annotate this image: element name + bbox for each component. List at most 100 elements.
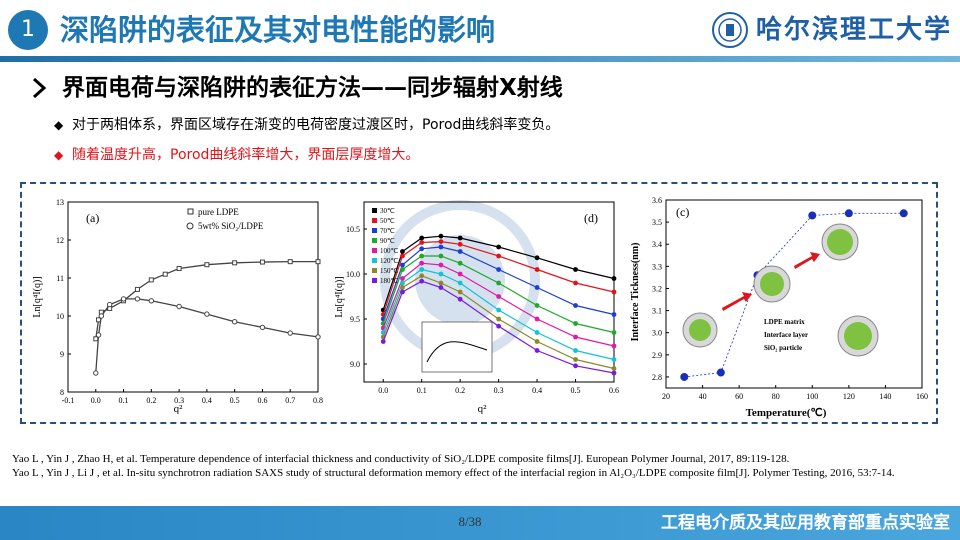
legend-marker: [372, 228, 377, 233]
data-point: [400, 276, 405, 281]
data-point: [120, 296, 127, 302]
data-point: [315, 334, 321, 340]
x-tick-label: 40: [699, 392, 707, 401]
legend-entry: 90℃: [380, 237, 395, 245]
data-point: [134, 296, 141, 302]
data-point: [534, 339, 540, 344]
x-tick-label: 0.0: [378, 386, 388, 395]
data-point: [438, 271, 444, 277]
legend-marker: [372, 248, 377, 253]
series-line: [95, 261, 318, 339]
x-tick-label: 0.0: [91, 396, 101, 405]
data-point: [573, 363, 578, 369]
y-tick-label: 9.5: [350, 315, 360, 324]
data-point: [204, 262, 210, 268]
data-point: [611, 289, 617, 295]
x-tick-label: 0.2: [146, 396, 156, 405]
legend-entry: 180℃: [380, 277, 399, 285]
bullet-item-1: ◆ 对于两相体系，界面区域存在渐变的电荷密度过渡区时，Porod曲线斜率变负。: [54, 114, 559, 136]
data-point: [496, 307, 502, 313]
data-point: [232, 260, 238, 266]
chart-panel-a: -0.1 0.0 0.1 0.2 0.3 0.4 0.5 0.6 0.7 0.8 8 9 10 11 12 1…: [32, 198, 323, 414]
data-point: [457, 289, 463, 295]
arrow-icon: [794, 252, 820, 269]
data-point: [534, 316, 540, 322]
data-point: [808, 211, 817, 220]
y-tick-label: 3.6: [652, 196, 662, 205]
x-tick-label: 20: [662, 392, 670, 401]
data-point: [573, 280, 578, 286]
legend-entry: 100℃: [380, 247, 399, 255]
data-point: [315, 259, 321, 265]
y-tick-label: 10.5: [346, 225, 360, 234]
legend-entry: 5wt% SiO₂/LDPE: [198, 221, 264, 231]
bullet-text: 随着温度升高，Porod曲线斜率增大，界面层厚度增大。: [72, 147, 420, 163]
slide-header: [0, 0, 960, 62]
series-line: [382, 262, 615, 347]
panel-d-label: (d): [584, 211, 598, 225]
data-point: [438, 285, 444, 290]
legend-entry: 30℃: [380, 207, 395, 215]
data-point: [573, 357, 578, 362]
data-point: [93, 370, 99, 376]
series-line: [95, 298, 319, 374]
data-point: [680, 372, 689, 381]
legend-marker: [372, 258, 377, 263]
panel-a-label: (a): [86, 211, 99, 225]
data-point: [419, 260, 425, 266]
data-point: [438, 262, 444, 268]
panel-c-label: (c): [676, 205, 689, 219]
data-point: [419, 240, 425, 245]
data-point: [259, 259, 265, 265]
data-point: [204, 311, 210, 317]
data-point: [611, 366, 617, 371]
legend-marker: [372, 238, 377, 243]
data-point: [496, 244, 502, 250]
data-point: [419, 273, 425, 279]
y-tick-label: 3.5: [652, 218, 662, 227]
x-tick-label: 0.4: [202, 396, 212, 405]
y-tick-label: 2.8: [652, 373, 662, 382]
slide-title: 深陷阱的表征及其对电性能的影响: [60, 13, 496, 47]
particle-illustration-medium: [753, 265, 791, 303]
series-line: [684, 212, 904, 378]
x-tick-label: 0.1: [417, 386, 427, 395]
series-line: [382, 275, 615, 370]
data-point: [573, 267, 578, 272]
y-tick-label: 10.0: [346, 270, 360, 279]
inset-curve: [426, 341, 488, 363]
x-tick-label: 0.4: [532, 386, 542, 395]
data-point: [457, 271, 463, 277]
section-heading: 界面电荷与深陷阱的表征方法——同步辐射X射线: [62, 75, 563, 101]
data-point: [573, 321, 578, 326]
university-emblem-icon: [712, 12, 748, 48]
data-point: [457, 260, 463, 266]
panel-a-legend: pure LDPE 5wt% SiO₂/LDPE: [186, 207, 264, 231]
x-tick-label: 0.3: [494, 386, 504, 395]
footer-bar: [0, 506, 960, 540]
x-tick-label: 0.6: [257, 396, 267, 405]
data-point: [438, 253, 444, 259]
reference-1: Yao L , Yin J , Zhao H, et al. Temperatu…: [12, 453, 790, 465]
data-point: [844, 209, 853, 218]
data-point: [400, 253, 405, 259]
x-tick-label: 0.5: [571, 386, 581, 395]
y-tick-label: 12: [56, 236, 64, 245]
data-point: [438, 239, 444, 244]
legend-entry: LDPE matrix: [764, 318, 805, 326]
lab-name: 工程电介质及其应用教育部重点实验室: [661, 513, 950, 533]
data-point: [231, 319, 238, 325]
data-point: [457, 241, 463, 247]
data-point: [457, 235, 463, 241]
y-tick-label: 11: [56, 274, 64, 283]
reference-2: Yao L , Yin J , Li J , et al. In-situ sy…: [12, 467, 895, 479]
legend-marker: [372, 268, 377, 273]
data-point: [419, 246, 425, 252]
data-point: [419, 267, 425, 272]
data-point: [573, 348, 578, 353]
x-tick-label: 100: [806, 392, 818, 401]
diamond-bullet-icon: ◆: [54, 118, 64, 132]
data-point: [419, 278, 425, 284]
data-point: [134, 286, 140, 292]
legend-marker: [372, 208, 377, 213]
